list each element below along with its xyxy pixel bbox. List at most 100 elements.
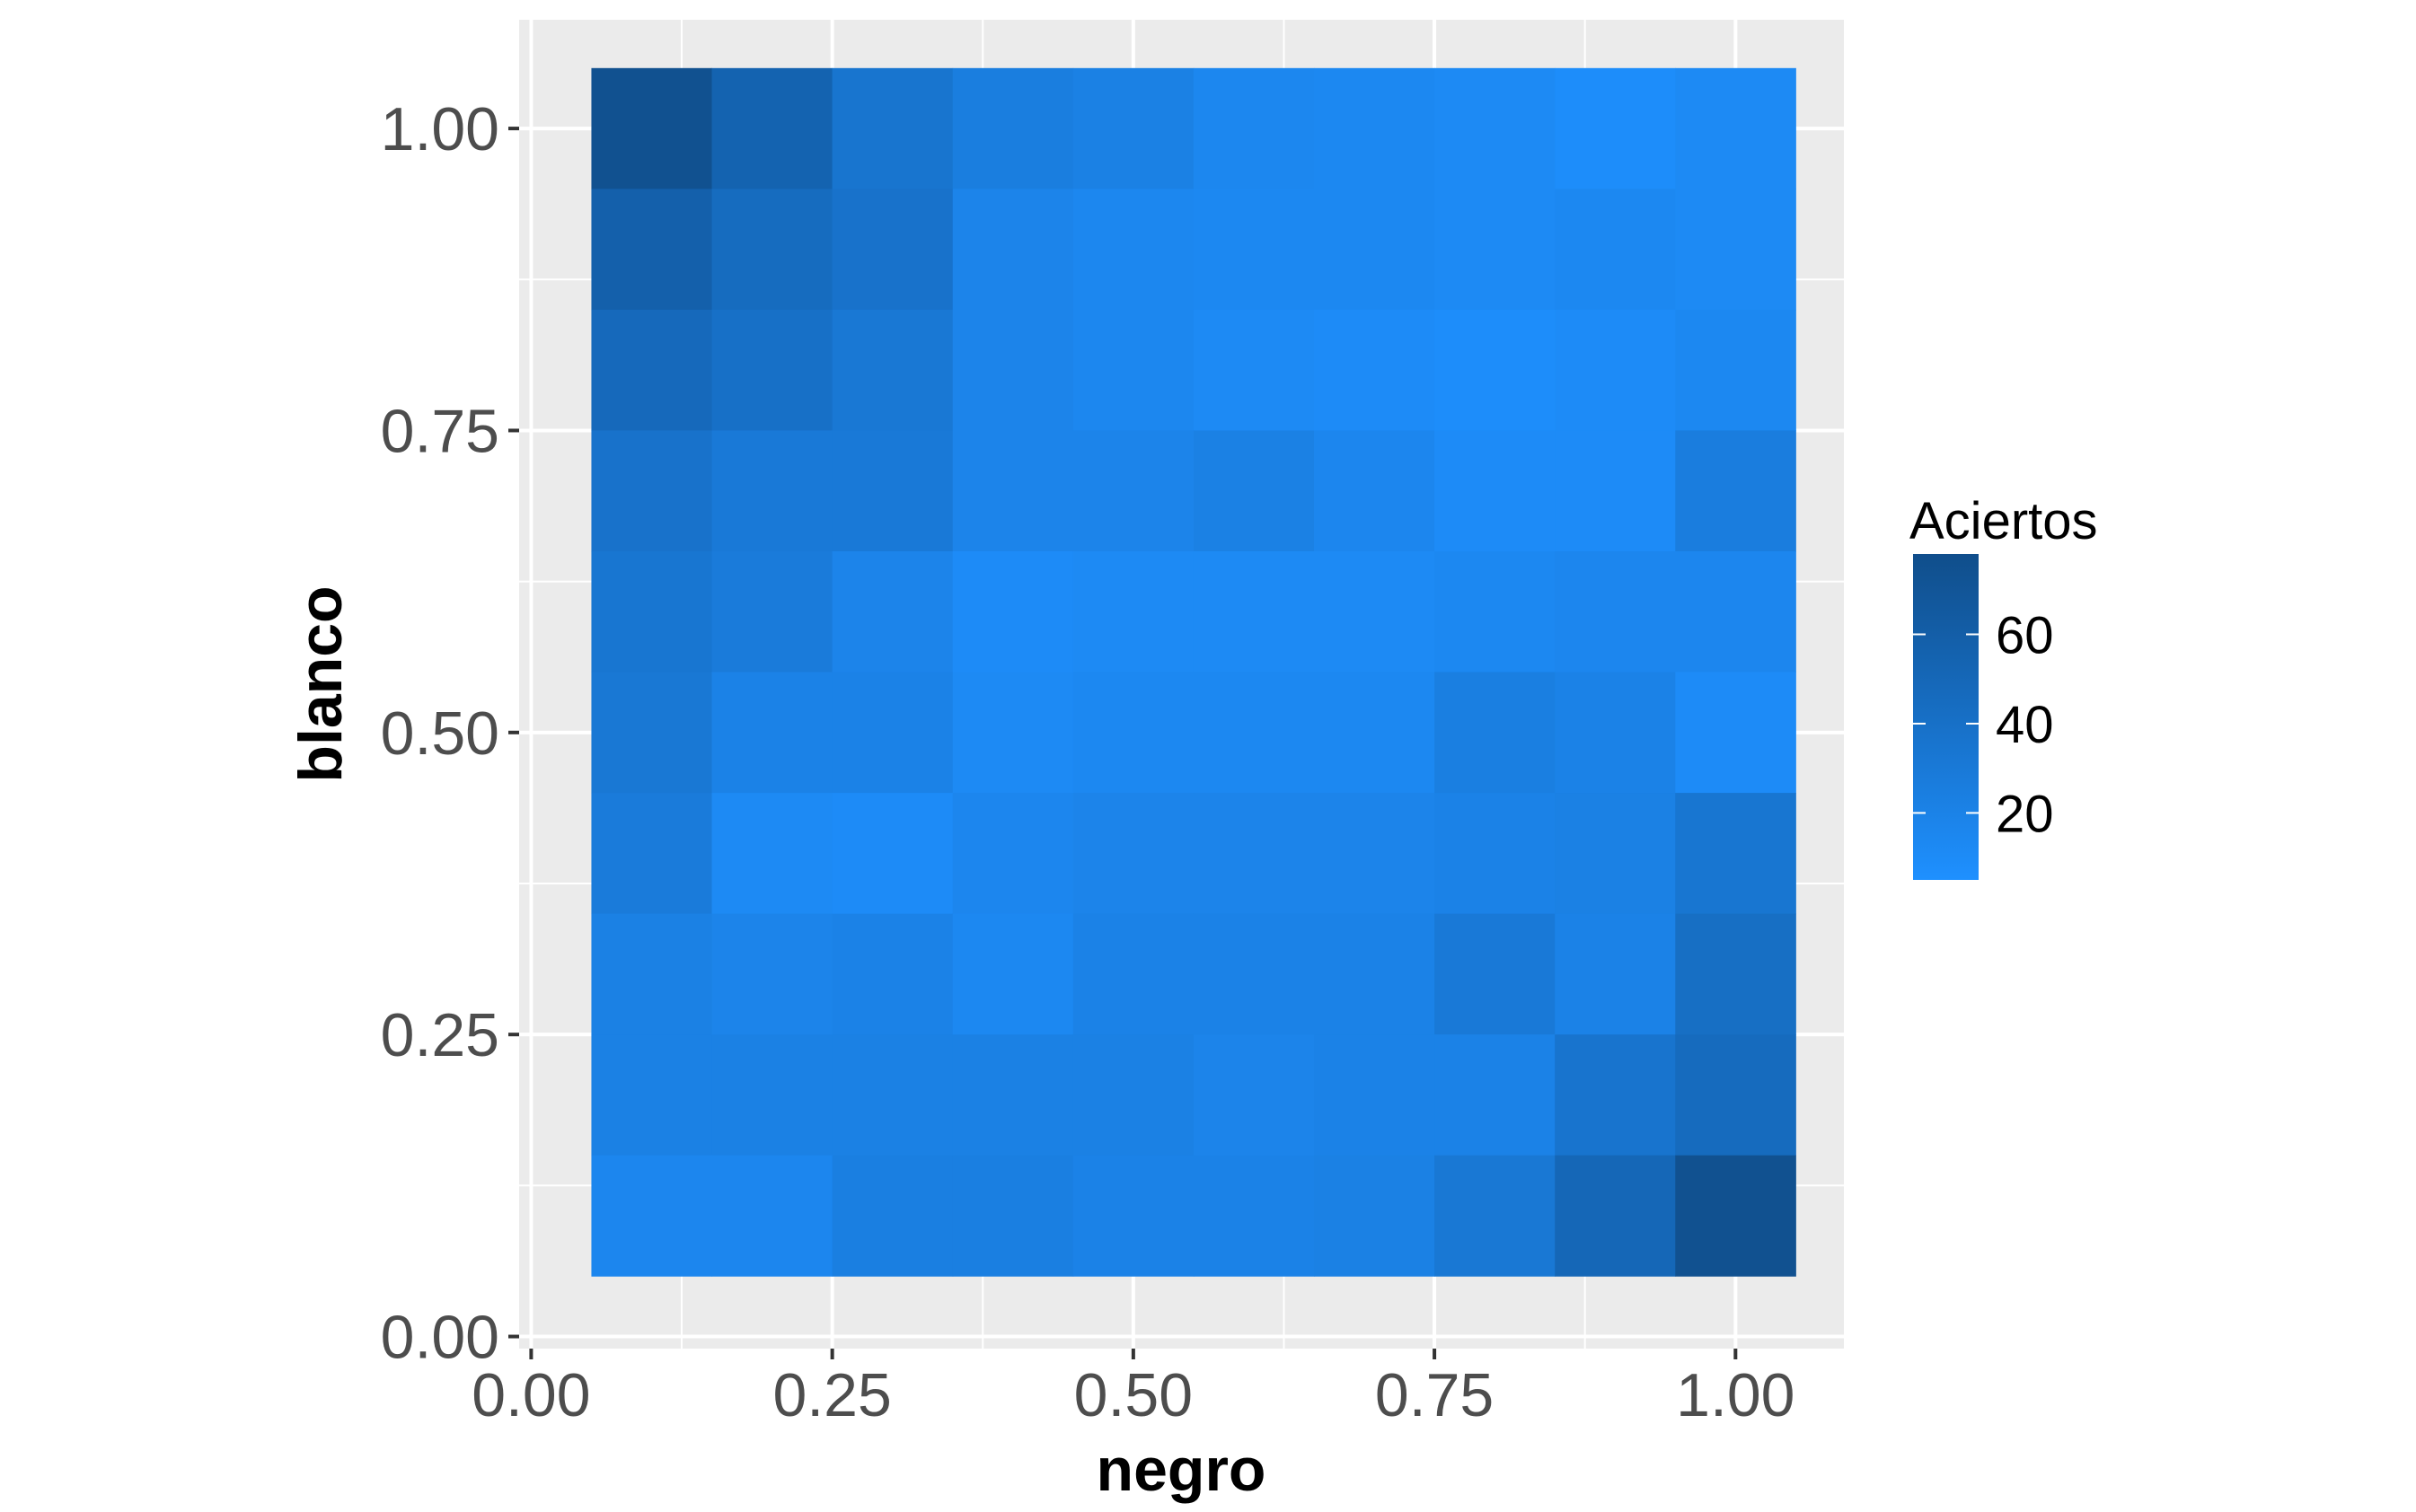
heatmap-cell [591,430,713,552]
heatmap-cell [591,913,713,1035]
heatmap-cell [1555,793,1676,915]
y-axis: 0.00 0.25 0.50 0.75 1.00 [381,95,519,1372]
heatmap-cell [1193,1155,1315,1277]
heatmap-cell [1675,672,1796,794]
legend-colorbar [1913,554,1979,880]
heatmap-cell [1434,430,1556,552]
legend-tick-label: 60 [1996,607,2054,665]
heatmap-cell [1555,430,1676,552]
heatmap-cell [711,67,833,189]
heatmap-cell [1193,189,1315,311]
x-tick-label: 1.00 [1676,1361,1794,1429]
heatmap-cell [952,309,1074,431]
heatmap-cell [1434,551,1556,673]
heatmap-cell [1072,1034,1195,1156]
y-tick-label: 0.50 [381,699,499,768]
heatmap-cell [1555,189,1676,311]
heatmap-cell [1072,551,1195,673]
heatmap-cells [591,67,1796,1277]
heatmap-cell [1314,1034,1435,1156]
heatmap-cell [1675,913,1796,1035]
heatmap-cell [1314,551,1435,673]
heatmap-cell [711,1155,833,1277]
heatmap-cell [711,189,833,311]
heatmap-cell [711,672,833,794]
legend: Aciertos 20 40 60 [1909,492,2098,880]
heatmap-cell [1675,1155,1796,1277]
heatmap-cell [1193,67,1315,189]
heatmap-cell [1675,67,1796,189]
heatmap-cell [711,913,833,1035]
heatmap-cell [1072,1155,1195,1277]
heatmap-cell [832,913,954,1035]
heatmap-cell [1555,67,1676,189]
heatmap-cell [1193,309,1315,431]
heatmap-cell [1193,430,1315,552]
heatmap-cell [1072,793,1195,915]
heatmap-cell [1072,913,1195,1035]
legend-title: Aciertos [1909,492,2098,550]
heatmap-cell [1434,1034,1556,1156]
x-tick-label: 0.25 [772,1361,891,1429]
heatmap-cell [591,309,713,431]
heatmap-cell [1555,551,1676,673]
heatmap-cell [711,1034,833,1156]
heatmap-cell [1072,67,1195,189]
heatmap-cell [1314,913,1435,1035]
heatmap-cell [591,189,713,311]
heatmap-cell [1555,1034,1676,1156]
heatmap-cell [1193,672,1315,794]
heatmap-cell [832,309,954,431]
x-axis-title: negro [1097,1436,1266,1504]
heatmap-cell [1314,189,1435,311]
y-tick-label: 0.00 [381,1304,499,1372]
heatmap-cell [1675,1034,1796,1156]
heatmap-cell [1072,430,1195,552]
legend-ticks: 20 40 60 [1913,607,2054,843]
heatmap-cell [591,793,713,915]
heatmap-cell [1434,793,1556,915]
heatmap-cell [1072,189,1195,311]
heatmap-cell [1675,551,1796,673]
heatmap-cell [952,913,1074,1035]
heatmap-cell [1314,1155,1435,1277]
heatmap-cell [1314,67,1435,189]
heatmap-cell [591,67,713,189]
heatmap-cell [1314,793,1435,915]
heatmap-cell [1675,189,1796,311]
heatmap-cell [832,1155,954,1277]
heatmap-cell [952,672,1074,794]
heatmap-cell [952,189,1074,311]
heatmap-cell [952,67,1074,189]
x-tick-label: 0.50 [1074,1361,1193,1429]
heatmap-cell [832,793,954,915]
heatmap-cell [1434,309,1556,431]
heatmap-cell [1072,672,1195,794]
heatmap-cell [1193,793,1315,915]
y-tick-label: 0.25 [381,1001,499,1069]
heatmap-cell [711,430,833,552]
heatmap-cell [1193,913,1315,1035]
heatmap-cell [1675,430,1796,552]
heatmap-cell [952,551,1074,673]
heatmap-cell [1555,1155,1676,1277]
heatmap-cell [1555,309,1676,431]
heatmap-cell [832,672,954,794]
heatmap-cell [1675,793,1796,915]
heatmap-cell [1314,672,1435,794]
heatmap-cell [1193,1034,1315,1156]
heatmap-cell [1072,309,1195,431]
y-tick-label: 0.75 [381,397,499,465]
heatmap-cell [1675,309,1796,431]
y-axis-title: blanco [287,585,355,782]
heatmap-cell [591,551,713,673]
heatmap-cell [1193,551,1315,673]
heatmap-cell [832,67,954,189]
heatmap-cell [1434,913,1556,1035]
heatmap-cell [832,1034,954,1156]
heatmap-cell [832,430,954,552]
legend-tick-label: 40 [1996,696,2054,754]
heatmap-cell [1434,67,1556,189]
heatmap-cell [711,551,833,673]
